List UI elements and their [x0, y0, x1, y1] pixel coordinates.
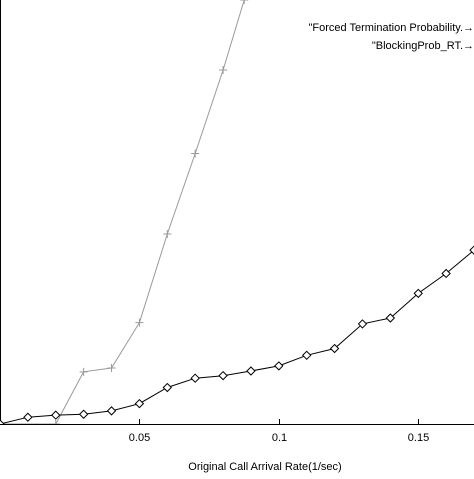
data-point	[80, 368, 88, 376]
series-line	[0, 0, 244, 424]
plot-area	[0, 0, 474, 428]
x-tick-label: 0.15	[408, 432, 429, 444]
data-point	[191, 149, 199, 157]
data-point	[275, 362, 283, 370]
data-point	[0, 420, 4, 428]
data-point	[163, 384, 171, 392]
axes: 0.05 0.1 0.15	[1, 0, 474, 444]
data-point	[24, 413, 32, 421]
x-tick-label: 0.05	[129, 432, 150, 444]
data-point	[219, 66, 227, 74]
series-1	[0, 0, 248, 428]
data-point	[191, 374, 199, 382]
legend-entry: "BlockingProb_RT.→	[372, 40, 474, 52]
data-point	[80, 410, 88, 418]
legend-entry: "Forced Termination Probability.→	[308, 22, 474, 34]
data-point	[303, 351, 311, 359]
x-axis-label: Original Call Arrival Rate(1/sec)	[188, 461, 341, 473]
data-point	[163, 230, 171, 238]
data-point	[240, 0, 248, 4]
data-point	[108, 407, 116, 415]
data-point	[135, 400, 143, 408]
data-point	[219, 372, 227, 380]
plot-series	[0, 0, 474, 428]
series-line	[0, 250, 474, 424]
data-point	[247, 367, 255, 375]
legend: "Forced Termination Probability.→ "Blocki…	[308, 22, 474, 52]
data-point	[135, 319, 143, 327]
series-2	[0, 246, 474, 428]
data-point	[108, 364, 116, 372]
plot-frame	[1, 0, 474, 425]
data-point	[52, 420, 60, 428]
x-tick-label: 0.1	[272, 432, 287, 444]
